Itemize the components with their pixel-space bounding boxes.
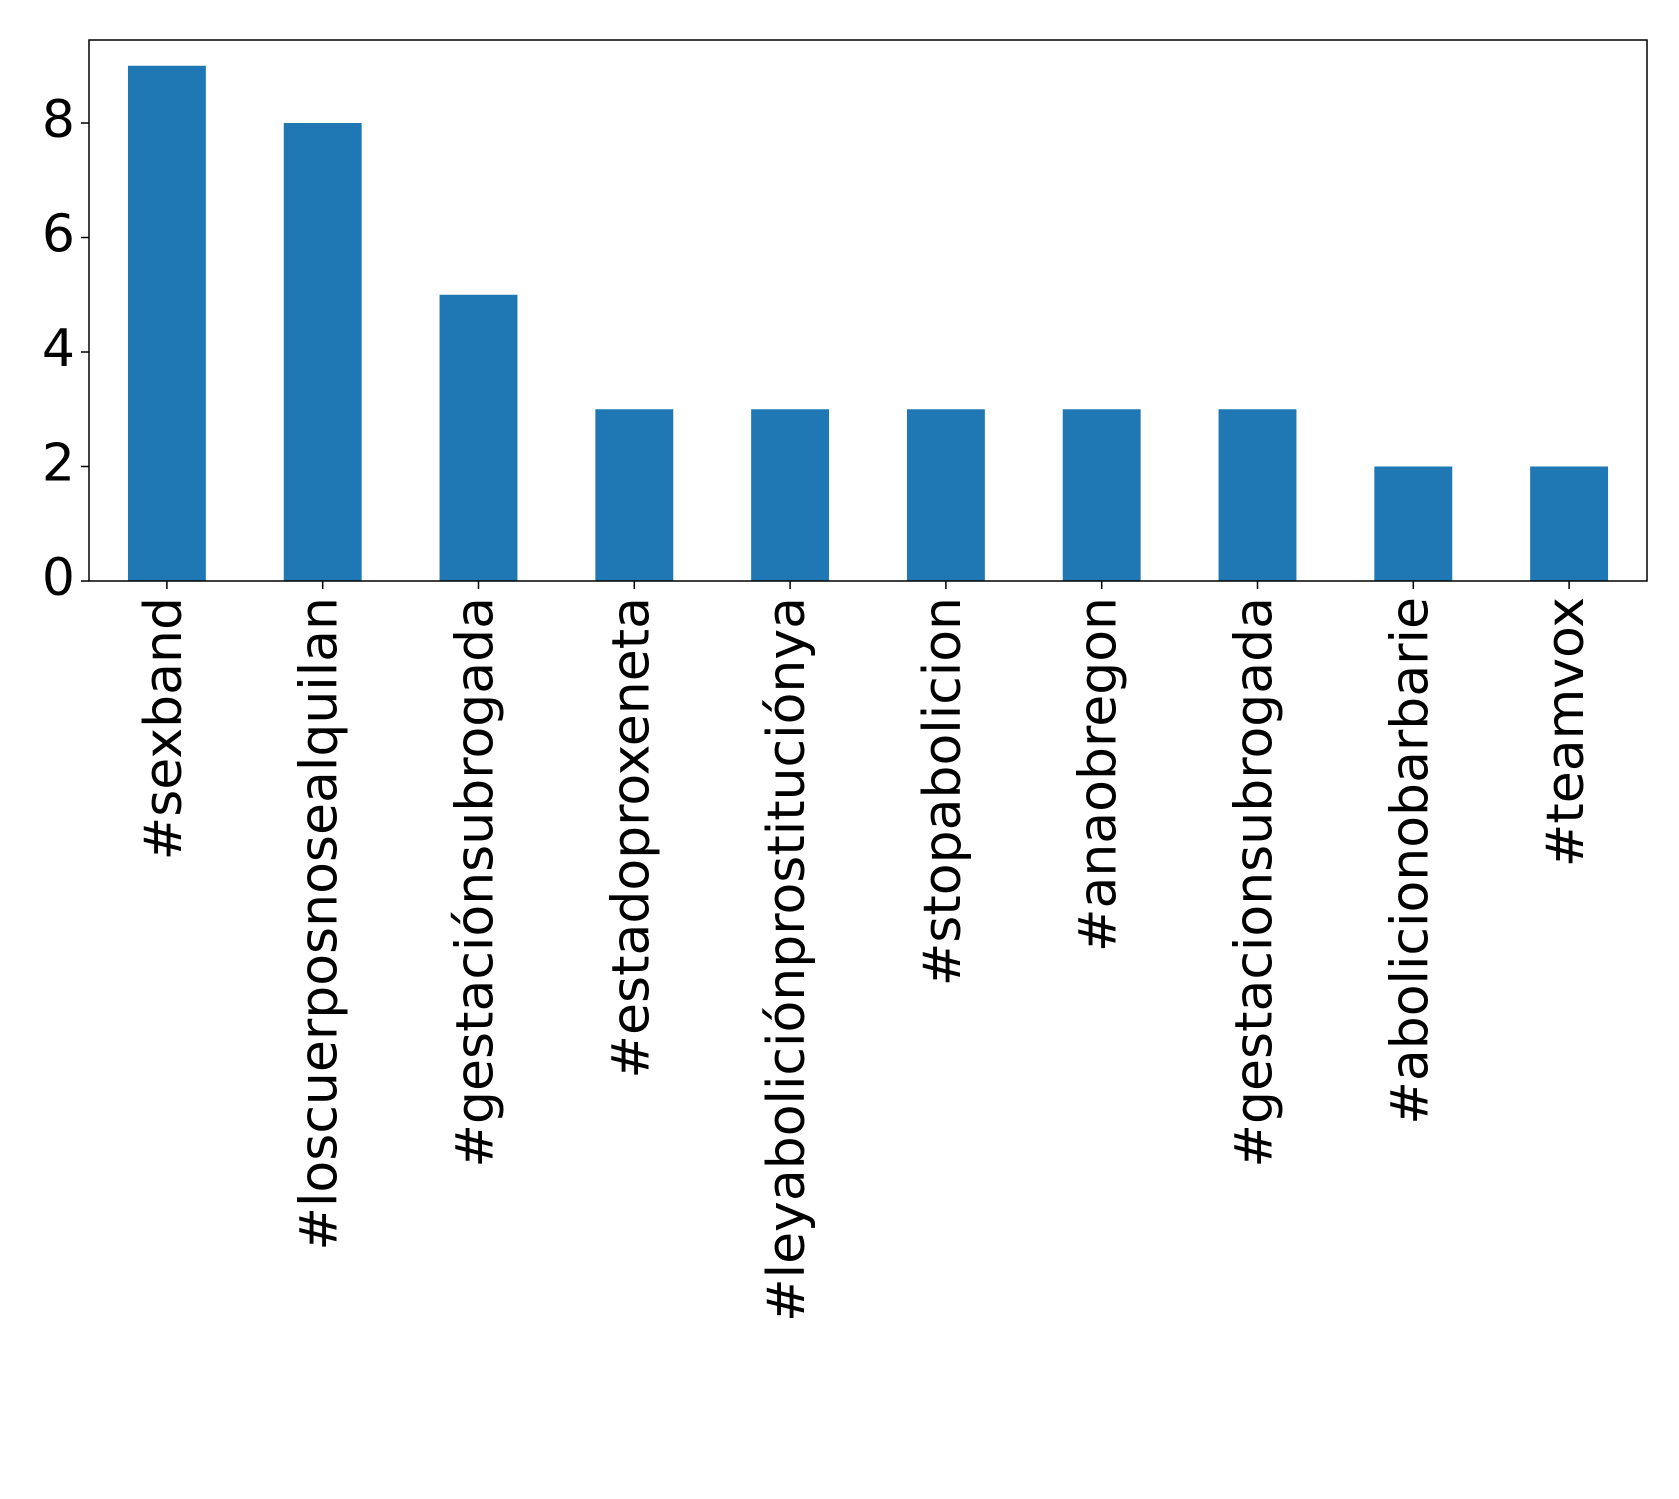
- x-tick-label: #teamvox: [1536, 597, 1596, 867]
- y-tick-label: 2: [42, 434, 75, 494]
- x-tick-label: #estadoproxeneta: [601, 597, 661, 1079]
- y-tick-label: 4: [42, 319, 75, 379]
- bar: [1374, 466, 1453, 581]
- bar: [906, 409, 985, 581]
- bar: [1062, 409, 1141, 581]
- x-tick-label: #loscuerposnosealquilan: [290, 597, 350, 1251]
- y-tick-label: 6: [42, 205, 75, 265]
- x-tick-label: #sexband: [134, 597, 194, 860]
- x-tick-label: #gestacionsubrogada: [1225, 597, 1285, 1168]
- bar: [439, 294, 518, 581]
- x-tick-label: #leyaboliciónprostituciónya: [757, 597, 817, 1322]
- plot-frame: [88, 39, 1648, 582]
- x-tick-label: #abolicionobarbarie: [1380, 597, 1440, 1125]
- bar: [751, 409, 830, 581]
- bar: [595, 409, 674, 581]
- bar: [127, 65, 206, 581]
- bar: [1218, 409, 1297, 581]
- y-tick-label: 0: [42, 548, 75, 608]
- bar: [283, 123, 362, 581]
- x-tick-label: #anaobregon: [1069, 597, 1129, 952]
- y-tick-label: 8: [42, 90, 75, 150]
- bar: [1530, 466, 1609, 581]
- x-tick-label: #stopabolicion: [913, 597, 973, 986]
- x-tick-label: #gestaciónsubrogada: [446, 597, 506, 1168]
